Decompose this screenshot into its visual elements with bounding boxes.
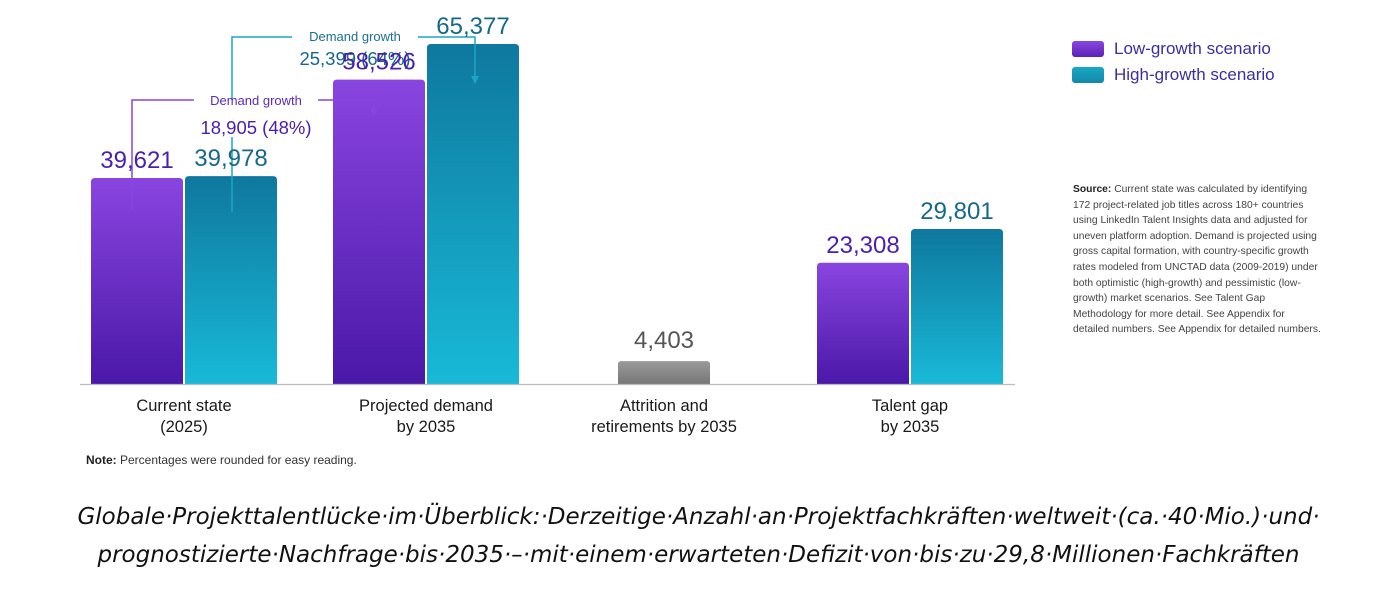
bar-attrition: [618, 361, 710, 384]
legend-item-low: Low-growth scenario: [1072, 36, 1275, 62]
bar-high-growth: [911, 229, 1003, 384]
footnote: Note: Percentages were rounded for easy …: [86, 453, 357, 467]
bar-high-growth: [427, 44, 519, 384]
category-label: Attrition and retirements by 2035: [591, 397, 737, 436]
value-label-low: 58,526: [342, 49, 415, 76]
figure-caption: Globale·Projekttalentlücke·im·Überblick:…: [0, 498, 1397, 574]
bar-low-growth: [91, 177, 183, 384]
caption-line-1: Globale·Projekttalentlücke·im·Überblick:…: [77, 504, 1320, 530]
value-label-low: 23,308: [826, 232, 899, 259]
value-label-attrition: 4,403: [634, 327, 694, 354]
legend: Low-growth scenario High-growth scenario: [1072, 36, 1275, 88]
annotation-low-value: 18,905 (48%): [200, 117, 311, 138]
legend-item-high: High-growth scenario: [1072, 62, 1275, 88]
bar-low-growth: [817, 262, 909, 384]
legend-swatch-high: [1072, 67, 1104, 83]
annotation-high-value: 25,399 (64%): [299, 48, 410, 69]
legend-swatch-low: [1072, 41, 1104, 57]
bar-low-growth: [333, 79, 425, 385]
value-label-high: 39,978: [194, 145, 267, 172]
category-label: Projected demand by 2035: [359, 397, 493, 436]
value-label-high: 65,377: [436, 13, 509, 40]
value-label-high: 29,801: [920, 198, 993, 225]
category-label: Talent gap by 2035: [872, 397, 948, 436]
source-text: Current state was calculated by identify…: [1073, 184, 1321, 336]
chart: Demand growth 18,905 (48%) Demand growth…: [80, 13, 1015, 436]
source-label: Source:: [1073, 184, 1112, 195]
note-label: Note:: [86, 453, 117, 467]
source-note: Source: Current state was calculated by …: [1073, 182, 1323, 338]
note-text: Percentages were rounded for easy readin…: [116, 453, 357, 467]
legend-label-high: High-growth scenario: [1114, 65, 1275, 84]
annotation-low-label: Demand growth: [210, 93, 302, 108]
value-label-low: 39,621: [100, 147, 173, 174]
annotation-high-growth: [231, 36, 479, 212]
legend-label-low: Low-growth scenario: [1114, 39, 1271, 58]
bar-high-growth: [185, 176, 277, 384]
annotation-high-label: Demand growth: [309, 29, 401, 44]
caption-line-2: prognostizierte·Nachfrage·bis·2035·–·mit…: [97, 542, 1300, 568]
category-label: Current state (2025): [136, 397, 231, 436]
annotation-low-growth: [131, 99, 378, 210]
